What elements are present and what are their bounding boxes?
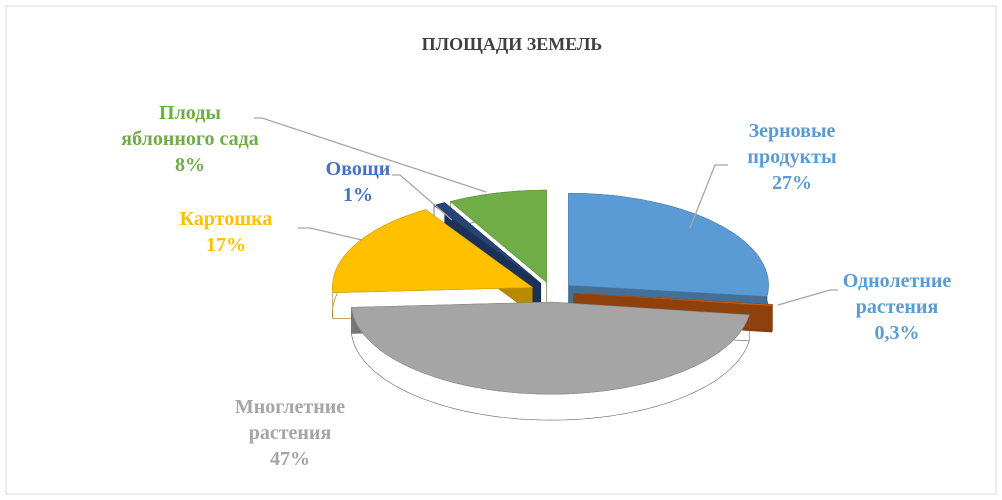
leader-line bbox=[392, 174, 453, 221]
category-label: Зерновые продукты bbox=[747, 120, 837, 168]
slice bbox=[332, 209, 534, 294]
data-label: Многлетние растения 47% bbox=[215, 394, 365, 472]
value-label: 27% bbox=[772, 172, 812, 194]
data-label: Картошка 17% bbox=[151, 206, 301, 258]
chart-title: ПЛОЩАДИ ЗЕМЕЛЬ bbox=[422, 34, 603, 54]
value-label: 0,3% bbox=[874, 322, 920, 344]
value-label: 1% bbox=[343, 184, 373, 206]
category-label: Плоды яблонного сада bbox=[121, 102, 259, 150]
value-label: 47% bbox=[270, 448, 310, 470]
category-label: Многлетние растения bbox=[234, 396, 346, 444]
slice bbox=[433, 202, 541, 284]
slice bbox=[351, 301, 750, 395]
slice bbox=[449, 189, 547, 283]
category-label: Картошка bbox=[179, 208, 273, 230]
data-label: Однолетние растения 0,3% bbox=[822, 268, 972, 346]
value-label: 17% bbox=[206, 234, 246, 256]
category-label: Овощи bbox=[325, 158, 391, 180]
data-label: Плоды яблонного сада 8% bbox=[115, 100, 265, 178]
leader-line bbox=[689, 164, 728, 229]
category-label: Однолетние растения bbox=[842, 270, 952, 318]
slice bbox=[573, 293, 773, 307]
data-label: Овощи 1% bbox=[283, 156, 433, 208]
data-label: Зерновые продукты 27% bbox=[717, 118, 867, 196]
pie bbox=[332, 189, 773, 421]
leader-line bbox=[298, 227, 363, 241]
leader-line bbox=[777, 289, 838, 306]
leader-line bbox=[254, 117, 487, 193]
value-label: 8% bbox=[175, 154, 205, 176]
slice bbox=[568, 193, 769, 297]
